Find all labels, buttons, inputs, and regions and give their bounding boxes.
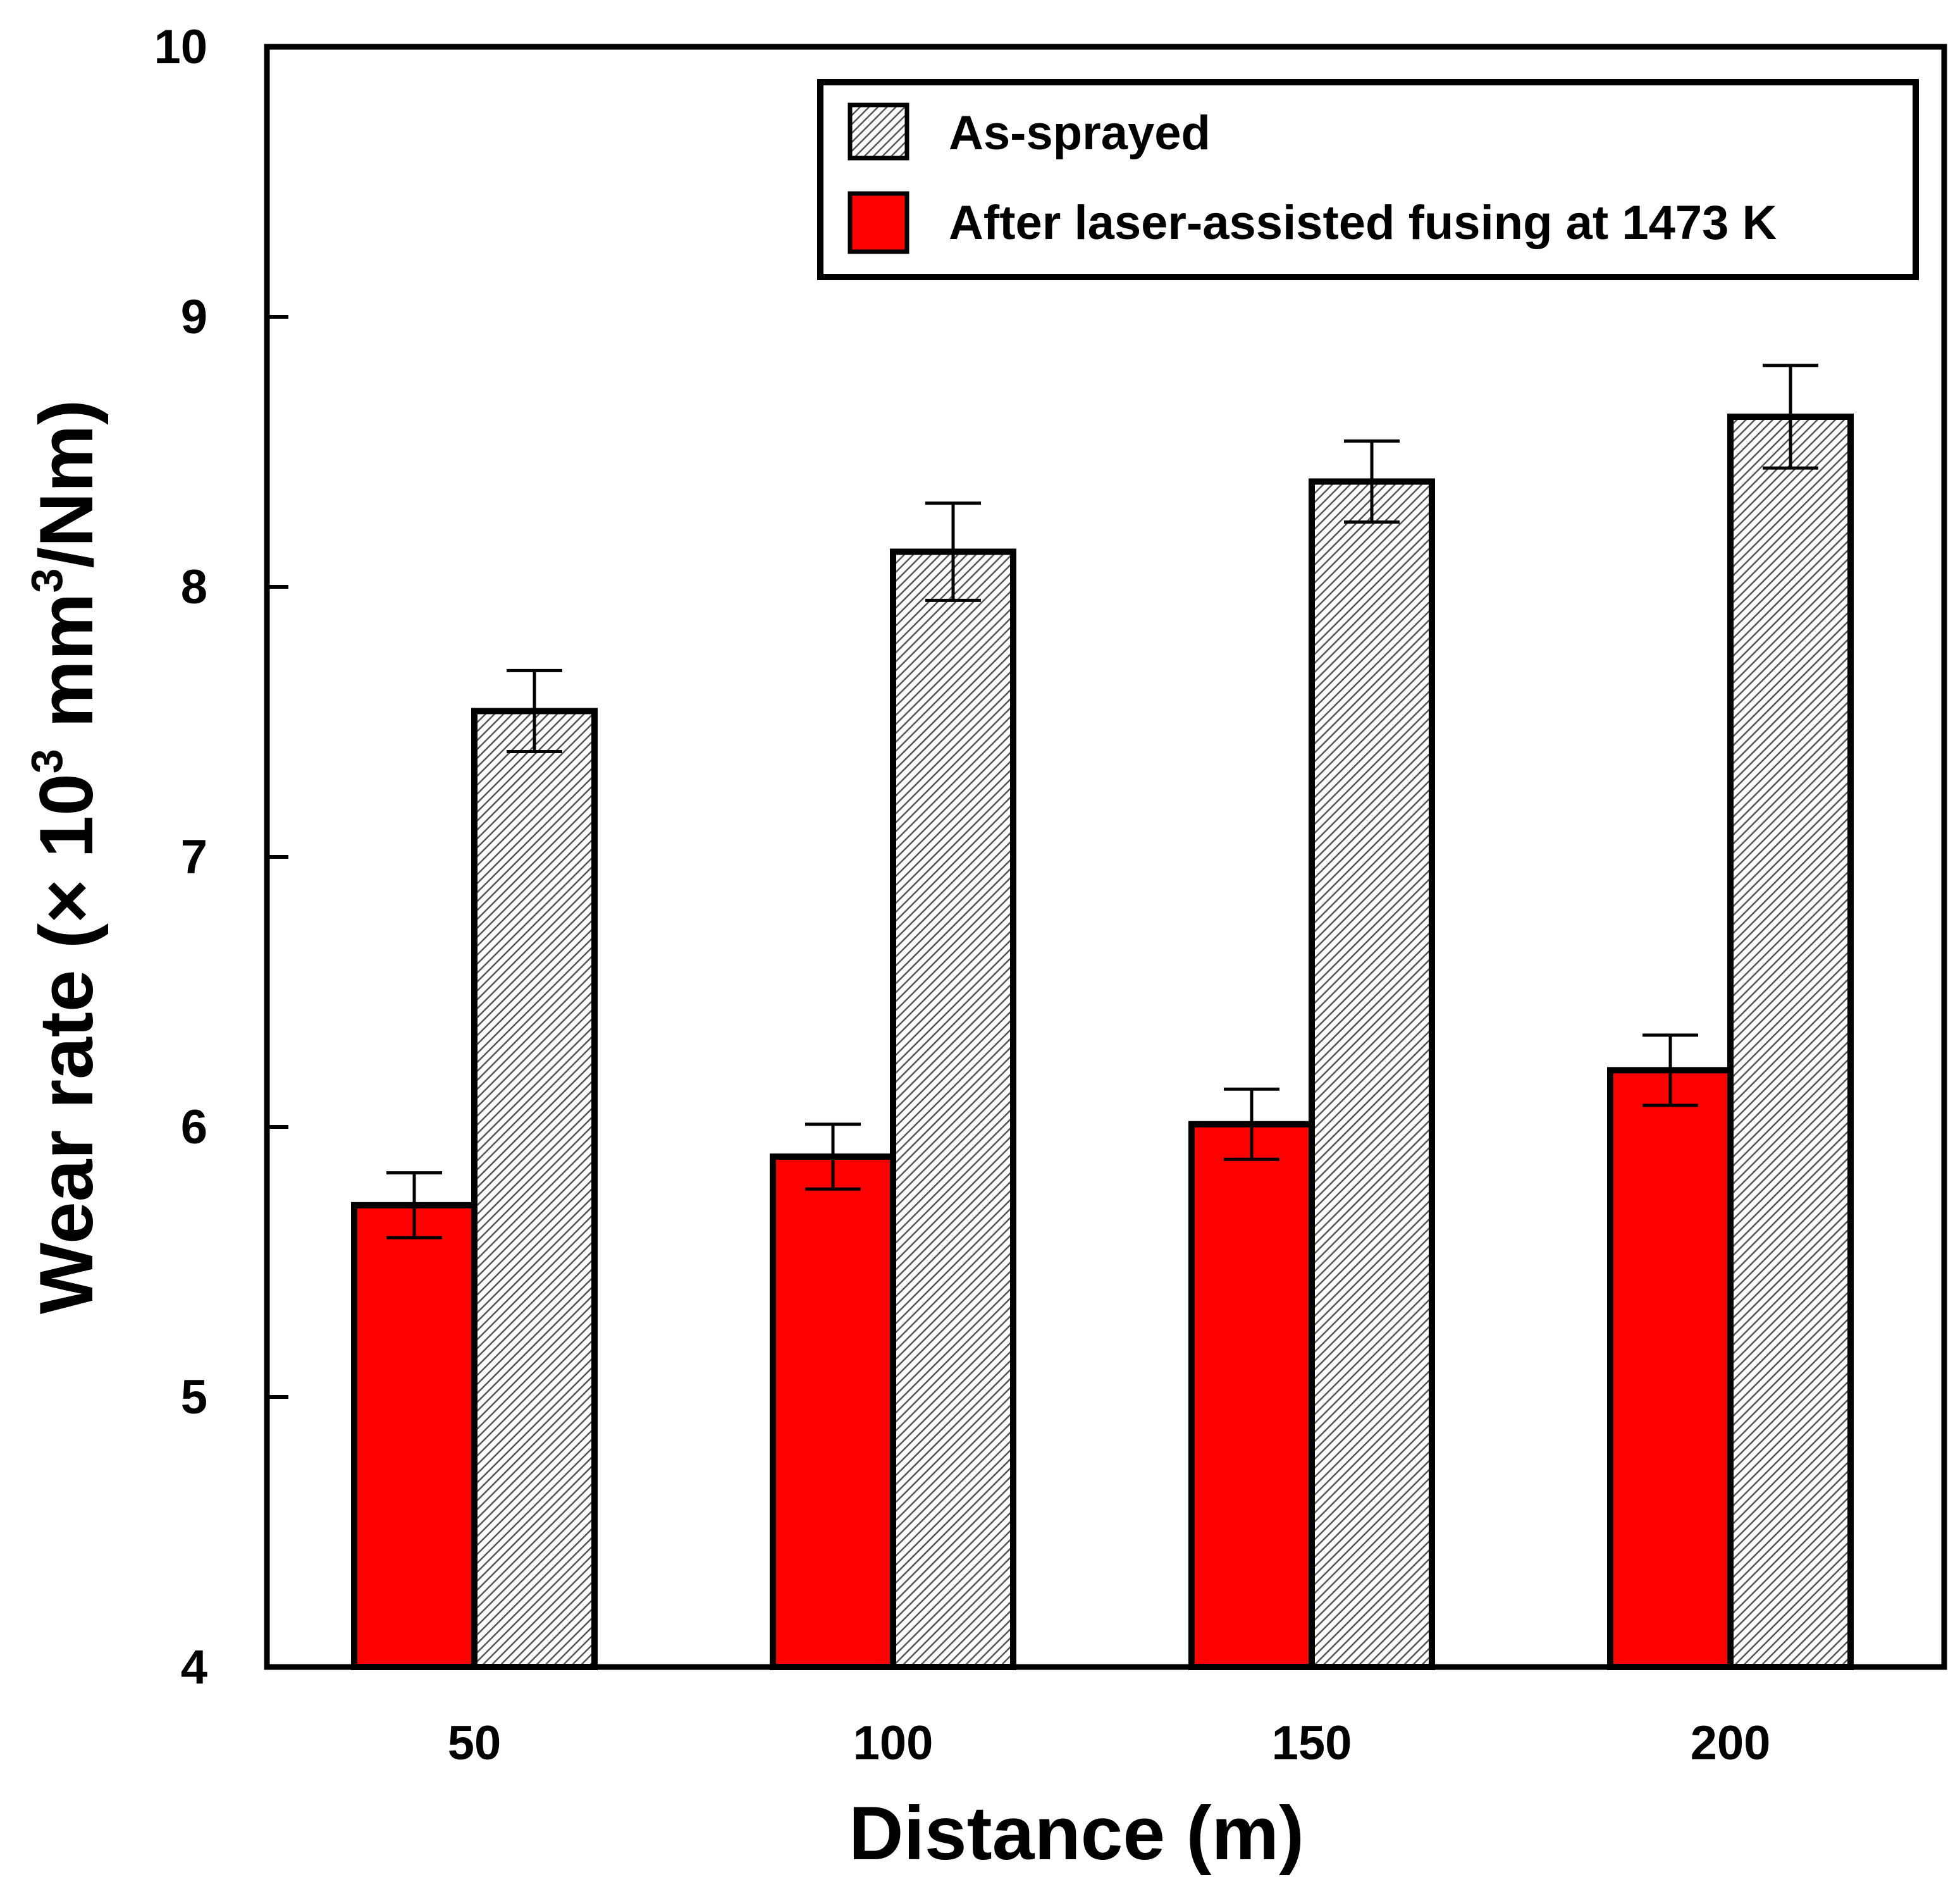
y-tick-label-10: 10	[154, 20, 207, 74]
legend-swatch-as-sprayed	[847, 102, 909, 161]
bar-as-sprayed-200	[1727, 413, 1854, 1670]
error-bar-as-sprayed-50	[507, 668, 562, 753]
error-bar-as-sprayed-100	[925, 501, 981, 602]
y-tick-label-4: 4	[181, 1640, 207, 1694]
bar-laser-fused-200	[1607, 1067, 1734, 1670]
legend-label-laser-fused: After laser-assisted fusing at 1473 K	[949, 196, 1777, 250]
error-bar-laser-fused-100	[805, 1122, 861, 1191]
bars-layer	[351, 413, 1854, 1670]
errorbars-layer	[386, 364, 1818, 1239]
y-tick-label-6: 6	[181, 1100, 207, 1154]
error-bar-as-sprayed-200	[1763, 364, 1818, 470]
x-tick-label-50: 50	[448, 1716, 502, 1770]
error-bar-laser-fused-200	[1643, 1033, 1698, 1107]
legend-frame	[817, 79, 1919, 280]
bar-as-sprayed-50	[471, 708, 598, 1670]
y-tick-label-9: 9	[181, 290, 207, 344]
error-bar-laser-fused-150	[1224, 1087, 1279, 1161]
y-axis-title-suffix: /Nm)	[24, 400, 109, 569]
bar-laser-fused-150	[1188, 1121, 1315, 1670]
y-axis-title-sup-2: 3	[22, 569, 71, 593]
bar-laser-fused-50	[351, 1202, 478, 1670]
x-axis: 50 100 150 200	[448, 1716, 1771, 1770]
bar-as-sprayed-150	[1309, 478, 1435, 1670]
y-axis-title-middle: mm	[24, 593, 109, 749]
legend-label-as-sprayed: As-sprayed	[949, 106, 1211, 160]
legend: As-sprayed After laser-assisted fusing a…	[817, 79, 1919, 280]
error-bar-laser-fused-50	[386, 1171, 442, 1239]
x-axis-title: Distance (m)	[849, 1791, 1304, 1876]
y-axis-title-prefix: Wear rate (× 10	[24, 773, 109, 1314]
y-axis-title-sup-1: 3	[22, 749, 71, 773]
x-tick-label-200: 200	[1691, 1716, 1771, 1770]
y-tick-label-7: 7	[181, 830, 207, 884]
y-tick-label-8: 8	[181, 560, 207, 614]
x-tick-label-100: 100	[853, 1716, 934, 1770]
bar-laser-fused-100	[770, 1153, 896, 1670]
y-tick-label-5: 5	[181, 1370, 207, 1424]
x-tick-label-150: 150	[1272, 1716, 1352, 1770]
error-bar-as-sprayed-150	[1344, 439, 1400, 524]
legend-swatch-laser-fused	[847, 191, 909, 254]
bar-as-sprayed-100	[890, 548, 1016, 1670]
y-axis-title: Wear rate (× 103 mm3/Nm)	[22, 400, 109, 1314]
y-axis: 4 5 6 7 8 9 10	[154, 20, 288, 1694]
